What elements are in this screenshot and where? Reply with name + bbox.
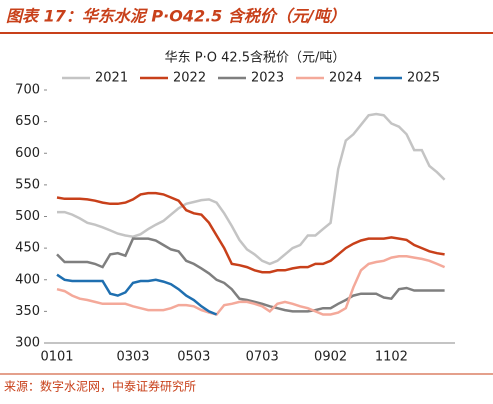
y-tick-label: 300 <box>15 336 40 351</box>
source: 来源：数字水泥网，中泰证券研究所 <box>4 379 196 394</box>
legend-label: 2025 <box>407 71 440 86</box>
x-tick-label: 0503 <box>177 350 210 365</box>
legend-label: 2021 <box>95 71 128 86</box>
y-tick-label: 400 <box>15 272 40 287</box>
series-line <box>57 112 446 266</box>
x-tick-label: 0303 <box>116 350 149 365</box>
x-tick-label: 0902 <box>314 350 347 365</box>
chart-title: 华东 P·O 42.5含税价（元/吨） <box>165 50 346 66</box>
x-tick-label: 0703 <box>246 350 279 365</box>
series-line <box>56 191 445 274</box>
series-line <box>56 273 218 316</box>
x-tick-label: 0101 <box>40 350 73 365</box>
y-tick-label: 700 <box>15 83 40 98</box>
y-tick-label: 450 <box>15 241 40 256</box>
y-tick-label: 350 <box>15 304 40 319</box>
header-title: 图表 17：华东水泥 P·O42.5 含税价（元/吨） <box>6 7 346 26</box>
series-line <box>56 237 445 313</box>
series-line <box>56 255 446 316</box>
legend-label: 2022 <box>173 71 206 86</box>
x-tick-label: 1102 <box>375 350 408 365</box>
y-tick-label: 600 <box>15 146 40 161</box>
legend-label: 2024 <box>329 71 362 86</box>
y-tick-label: 550 <box>15 177 40 192</box>
legend-label: 2023 <box>251 71 284 86</box>
y-tick-label: 500 <box>15 209 40 224</box>
y-tick-label: 650 <box>15 114 40 129</box>
